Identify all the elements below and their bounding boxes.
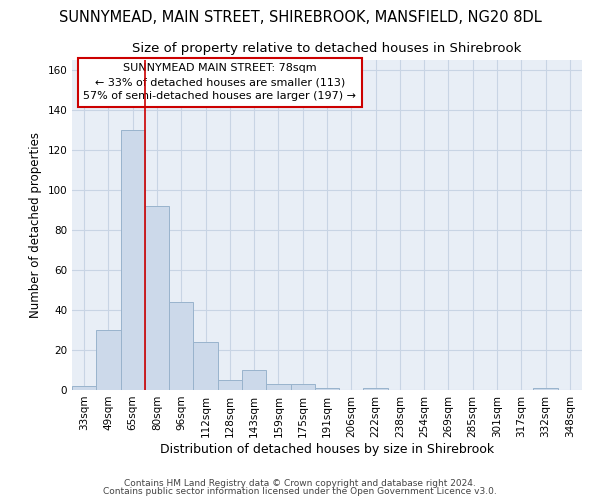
Text: SUNNYMEAD, MAIN STREET, SHIREBROOK, MANSFIELD, NG20 8DL: SUNNYMEAD, MAIN STREET, SHIREBROOK, MANS… — [59, 10, 541, 25]
Bar — [315, 388, 339, 390]
Bar — [169, 302, 193, 390]
Y-axis label: Number of detached properties: Number of detached properties — [29, 132, 42, 318]
Bar — [533, 388, 558, 390]
Text: SUNNYMEAD MAIN STREET: 78sqm
← 33% of detached houses are smaller (113)
57% of s: SUNNYMEAD MAIN STREET: 78sqm ← 33% of de… — [83, 64, 356, 102]
Title: Size of property relative to detached houses in Shirebrook: Size of property relative to detached ho… — [133, 42, 521, 54]
Text: Contains HM Land Registry data © Crown copyright and database right 2024.: Contains HM Land Registry data © Crown c… — [124, 478, 476, 488]
Bar — [96, 330, 121, 390]
Bar — [364, 388, 388, 390]
Bar — [242, 370, 266, 390]
Bar — [145, 206, 169, 390]
Bar — [218, 380, 242, 390]
Bar — [121, 130, 145, 390]
Bar — [193, 342, 218, 390]
Bar — [290, 384, 315, 390]
Bar — [72, 386, 96, 390]
Text: Contains public sector information licensed under the Open Government Licence v3: Contains public sector information licen… — [103, 487, 497, 496]
X-axis label: Distribution of detached houses by size in Shirebrook: Distribution of detached houses by size … — [160, 442, 494, 456]
Bar — [266, 384, 290, 390]
